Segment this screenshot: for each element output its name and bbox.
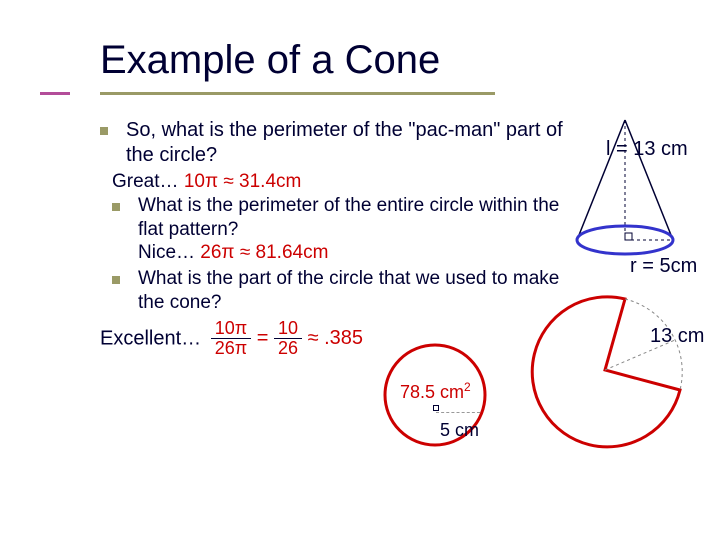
title-underline — [100, 92, 495, 95]
answer-1: Great… 10π ≈ 31.4cm — [112, 170, 580, 194]
answer-2-val: 26π ≈ 81.64cm — [200, 242, 328, 263]
bullet-3-text: What is the part of the circle that we u… — [138, 267, 580, 315]
label-slant: l = 13 cm — [606, 138, 688, 161]
bullet-2: What is the perimeter of the entire circ… — [112, 194, 580, 265]
square-bullet-icon — [112, 276, 120, 284]
frac-n2: 10 — [274, 319, 302, 340]
square-bullet-icon — [112, 203, 120, 211]
bullet-2-text: What is the perimeter of the entire circ… — [138, 194, 580, 265]
answer-2-pre: Nice… — [138, 242, 200, 263]
answer-3: Excellent… 10π26π = 1026 ≈ .385 — [100, 319, 580, 360]
area-label: 78.5 cm2 — [400, 380, 471, 403]
pacman-diagram — [525, 290, 715, 480]
bullet-1: So, what is the perimeter of the "pac-ma… — [100, 118, 580, 168]
square-bullet-icon — [100, 127, 108, 135]
area-val: 78.5 cm — [400, 382, 464, 402]
frac-n1: 10π — [211, 319, 251, 340]
frac-d1: 26π — [211, 339, 251, 359]
label-radius: r = 5cm — [630, 255, 697, 278]
frac-d2: 26 — [274, 339, 302, 359]
fraction-expr: 10π26π = 1026 ≈ .385 — [211, 327, 363, 349]
area-sup: 2 — [464, 380, 471, 394]
bullet-2-q: What is the perimeter of the entire circ… — [138, 195, 559, 240]
accent-bar — [40, 92, 70, 95]
answer-1-val: 10π ≈ 31.4cm — [184, 171, 302, 192]
page-title: Example of a Cone — [100, 38, 440, 83]
answer-3-pre: Excellent… — [100, 327, 201, 349]
label-13cm: 13 cm — [650, 325, 704, 348]
answer-1-pre: Great… — [112, 171, 184, 192]
bullet-3: What is the part of the circle that we u… — [112, 267, 580, 315]
label-5cm: 5 cm — [440, 420, 479, 441]
radius-5-line — [436, 412, 480, 413]
right-angle-icon — [433, 405, 439, 411]
bullet-1-text: So, what is the perimeter of the "pac-ma… — [126, 118, 580, 168]
frac-eq2: ≈ .385 — [308, 327, 363, 349]
content-block: So, what is the perimeter of the "pac-ma… — [100, 118, 580, 359]
frac-eq1: = — [257, 327, 269, 349]
